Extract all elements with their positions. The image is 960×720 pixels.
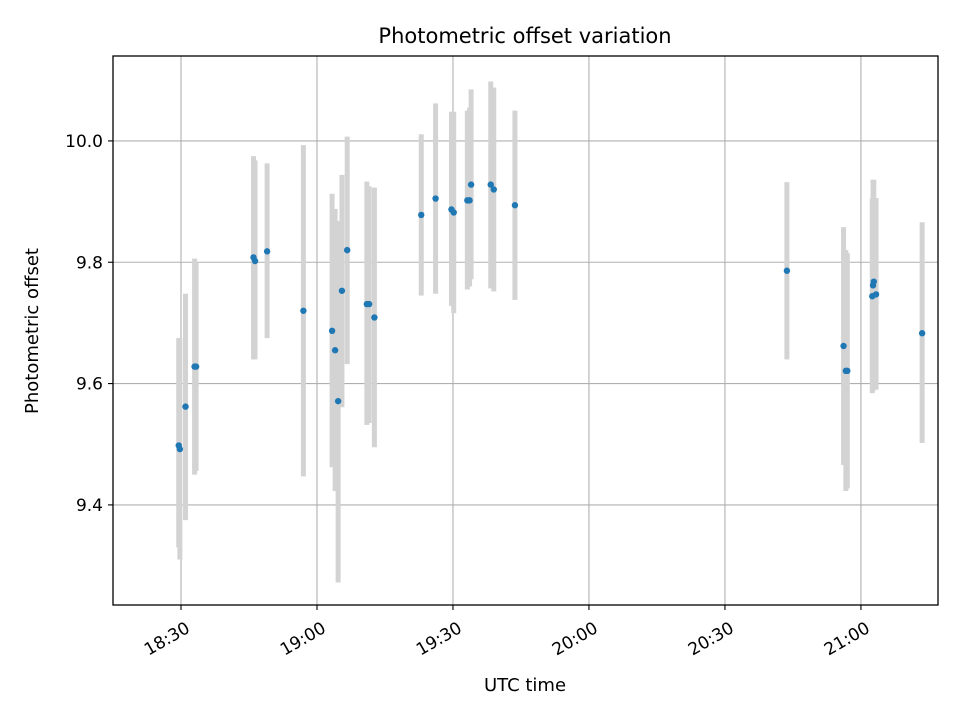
- data-point: [182, 403, 189, 410]
- data-point: [432, 195, 439, 202]
- data-point: [300, 307, 307, 314]
- plot-frame: [112, 55, 939, 606]
- y-tick-label: 10.0: [65, 132, 103, 152]
- data-point: [331, 347, 339, 354]
- data-point: [328, 327, 336, 335]
- data-point: [870, 278, 877, 285]
- chart-title: Photometric offset variation: [378, 24, 671, 48]
- data-point: [467, 181, 475, 188]
- y-tick-label: 9.6: [76, 375, 103, 395]
- data-point: [418, 211, 425, 219]
- data-point: [251, 257, 259, 265]
- x-axis-label: UTC time: [484, 675, 566, 696]
- data-point: [365, 300, 373, 308]
- data-point: [872, 291, 880, 298]
- data-point: [840, 342, 847, 350]
- data-point: [371, 314, 378, 321]
- y-tick-label: 9.4: [76, 496, 103, 516]
- data-point: [487, 181, 494, 188]
- points-layer: [175, 181, 926, 453]
- data-point: [783, 267, 791, 274]
- y-axis-label: Photometric offset: [22, 248, 43, 414]
- data-point: [176, 445, 184, 453]
- data-point: [450, 209, 457, 216]
- y-tick-label: 9.8: [76, 253, 103, 273]
- data-point: [192, 363, 200, 370]
- data-point: [918, 330, 926, 337]
- data-point: [344, 246, 351, 254]
- data-point: [511, 202, 519, 209]
- data-point: [263, 248, 271, 255]
- data-point: [844, 367, 851, 375]
- data-point: [466, 197, 473, 204]
- data-point: [490, 186, 497, 193]
- data-point: [334, 397, 342, 405]
- data-point: [338, 287, 346, 294]
